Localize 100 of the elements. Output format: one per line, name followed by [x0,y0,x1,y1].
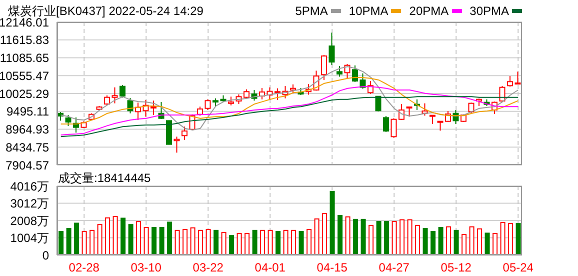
x-tick-label: 03-10 [130,260,162,275]
line-series [60,96,519,138]
bar [74,222,80,255]
bar [298,230,304,255]
bar [105,217,110,255]
y-tick-label: 10555.47 [0,68,50,83]
bar [508,223,514,255]
x-tick-label: 04-15 [316,260,348,275]
bar [252,230,258,255]
candlestick [328,32,335,66]
bar [430,230,436,255]
bar [190,227,196,255]
candlestick [507,76,513,88]
bar [353,218,358,255]
candlestick [321,54,327,81]
candlestick [336,66,342,78]
legend-label: 5PMA [295,4,328,18]
legend-label: 20PMA [409,4,449,18]
bar [244,233,250,255]
y-tick-label: 0 [42,248,50,262]
y-tick-label: 1004万 [10,231,49,246]
bar [144,226,149,255]
x-tick-label: 05-24 [502,260,534,275]
candlestick [204,98,211,110]
candlestick [352,64,358,83]
bar [469,226,474,255]
bar [330,190,335,255]
bar [120,218,126,255]
bar [422,228,428,255]
candlestick [174,136,180,154]
candlestick [514,71,521,84]
bar [260,230,266,255]
y-tick-label: 10025.29 [0,86,50,101]
legend-label: 30PMA [470,4,509,18]
bar [136,220,142,255]
y-tick-label: 2008万 [10,214,49,228]
bar [128,224,134,255]
x-tick-label: 05-12 [440,260,472,275]
bar [462,234,467,255]
y-tick-label: 3012万 [10,196,49,211]
candlestick [65,114,72,127]
bar [484,232,490,255]
x-tick-label: 03-22 [192,260,224,275]
bar [283,230,288,255]
candlestick [112,86,118,104]
bar [236,233,242,255]
bar [322,213,328,255]
candlestick [375,96,382,112]
y-tick-label: 8434.75 [6,140,50,154]
candlestick [166,120,172,146]
bar [198,230,204,255]
bar [454,230,459,255]
bar [415,224,420,255]
bar [400,219,405,255]
bar [338,214,343,255]
candlestick [197,106,203,116]
bar [97,224,102,255]
y-tick-label: 9495.11 [6,104,50,119]
candlestick [406,106,412,118]
chart-title: 煤炭行业[BK0437] 2022-05-24 14:29 [8,3,204,18]
y-tick-label: 8964.93 [6,122,50,137]
y-tick-label: 4016万 [10,179,49,194]
bar [112,216,118,255]
bar [229,235,234,255]
bar [306,229,312,255]
y-tick-label: 11615.83 [0,33,50,48]
bar [376,220,382,255]
candlestick [290,84,296,94]
bar [82,230,87,255]
y-tick-label: 7904.57 [6,158,50,172]
bar [477,228,482,255]
bar [268,230,273,255]
bar [152,226,157,255]
bar [206,229,211,255]
candlestick [468,102,474,114]
candlestick [104,94,110,106]
bar [291,230,296,255]
bar [167,222,172,255]
bar [221,232,226,255]
bar [276,230,281,255]
bar [368,224,374,255]
bar [159,226,164,255]
x-tick-label: 04-27 [378,260,410,275]
bar [360,218,366,255]
bar [182,229,188,255]
bar [492,233,498,255]
bar [500,222,506,255]
chart-title: 成交量:18414445 [58,170,151,187]
bar [407,219,412,255]
bar [214,230,219,255]
candlestick [360,72,366,90]
candlestick [383,116,389,133]
bar [384,220,390,255]
legend-label: 10PMA [348,4,388,18]
bar [345,216,350,255]
y-tick-label: 11085.65 [0,51,50,66]
bar [392,220,397,255]
bar [90,230,95,255]
bar [446,226,452,255]
x-tick-label: 04-01 [254,260,286,275]
